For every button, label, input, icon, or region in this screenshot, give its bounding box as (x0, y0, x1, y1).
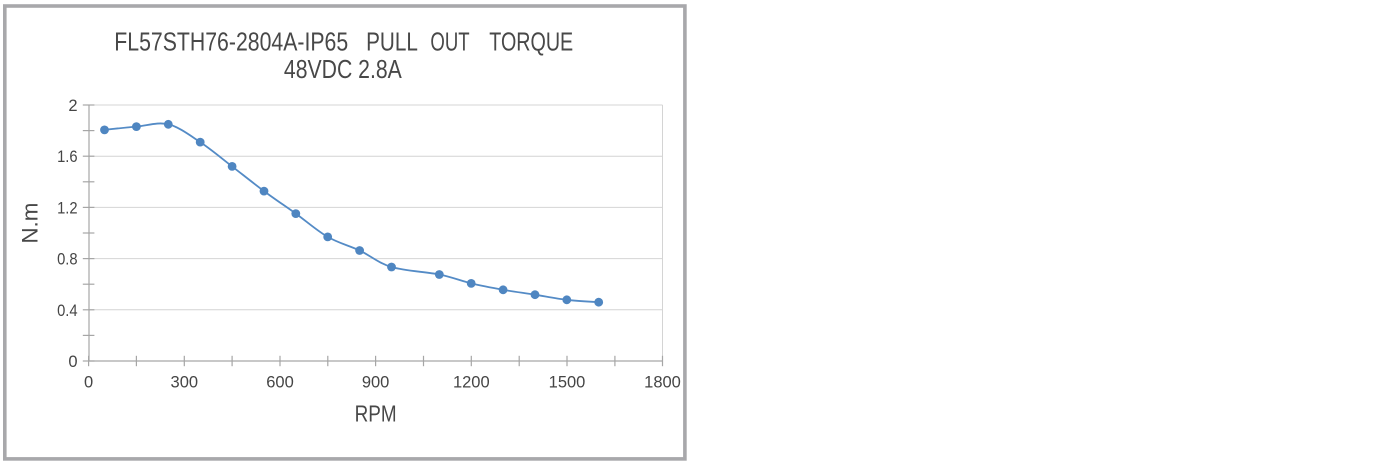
svg-text:0.8: 0.8 (57, 251, 78, 269)
svg-text:RPM: RPM (355, 401, 397, 427)
svg-text:FL57STH76-2804A-IP65: FL57STH76-2804A-IP65 (114, 29, 348, 57)
svg-text:48VDC 2.8A: 48VDC 2.8A (284, 56, 402, 84)
svg-text:1.2: 1.2 (57, 199, 78, 217)
svg-text:0.4: 0.4 (57, 302, 78, 320)
svg-text:N.m: N.m (18, 203, 43, 244)
svg-text:TORQUE: TORQUE (489, 29, 573, 57)
svg-text:0: 0 (68, 353, 77, 371)
svg-text:1500: 1500 (549, 374, 586, 392)
svg-text:2: 2 (68, 97, 77, 115)
svg-text:PULL: PULL (366, 29, 418, 57)
svg-text:300: 300 (171, 374, 199, 392)
svg-text:OUT: OUT (430, 29, 469, 57)
svg-text:1.6: 1.6 (57, 148, 78, 166)
svg-text:1200: 1200 (453, 374, 490, 392)
svg-text:600: 600 (266, 374, 294, 392)
svg-text:1800: 1800 (644, 374, 681, 392)
svg-text:0: 0 (84, 374, 93, 392)
svg-text:900: 900 (362, 374, 390, 392)
